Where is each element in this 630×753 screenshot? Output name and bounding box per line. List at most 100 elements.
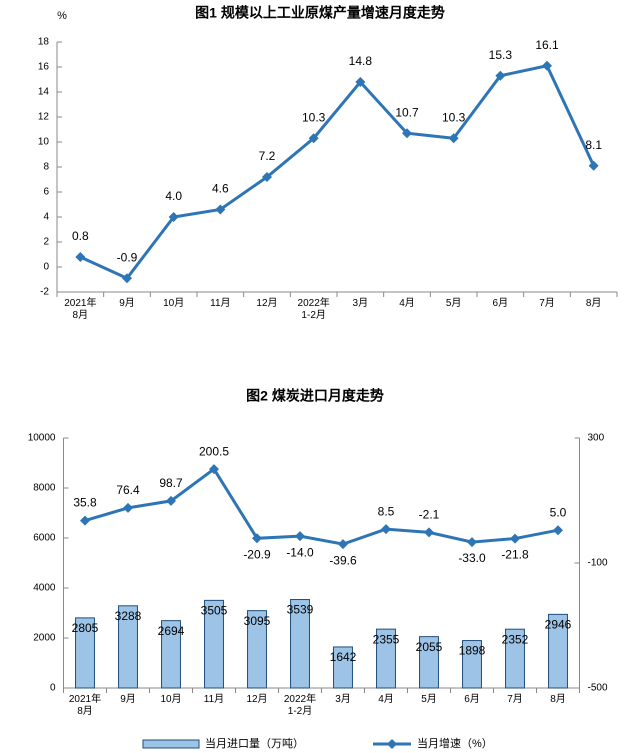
bar <box>333 646 353 689</box>
y-tick-label: 0 <box>43 262 49 273</box>
value-label: 10.3 <box>302 110 326 124</box>
value-label: 14.8 <box>349 54 373 68</box>
x-tick-label: 7月 <box>507 694 523 705</box>
point <box>252 533 262 544</box>
y-tick-label: 2 <box>43 237 49 248</box>
chart-title: 图1 规模以上工业原煤产量增速月度走势 <box>195 5 445 21</box>
x-tick-label: 2021年 8月 <box>64 298 97 321</box>
x-tick-label: 2022年 1-2月 <box>297 298 330 321</box>
x-tick-label: 8月 <box>585 298 602 309</box>
bar <box>118 605 138 689</box>
x-tick-label: 12月 <box>246 694 268 705</box>
y-tick-label: -2 <box>40 287 49 298</box>
point <box>122 273 132 284</box>
value-label: 5.0 <box>550 505 567 519</box>
value-label: 2055 <box>416 640 443 654</box>
point <box>168 212 179 222</box>
bar <box>75 617 95 689</box>
value-label: -20.9 <box>243 547 271 561</box>
y-tick-label: 10 <box>38 137 50 148</box>
value-label: 1898 <box>459 644 486 658</box>
point <box>215 204 226 215</box>
y-tick-label: 0 <box>50 683 56 694</box>
point <box>123 502 133 513</box>
value-label: 4.0 <box>165 189 182 203</box>
y-tick-label: 10000 <box>28 433 56 444</box>
value-label: 8.5 <box>378 504 395 518</box>
point <box>495 70 506 81</box>
value-label: 3095 <box>244 614 271 628</box>
x-tick-label: 7月 <box>539 298 555 309</box>
value-label: -21.8 <box>501 548 529 562</box>
value-label: 2355 <box>373 632 400 646</box>
x-tick-label: 10月 <box>163 298 185 309</box>
y-tick-label: 300 <box>588 433 605 444</box>
x-tick-label: 5月 <box>421 694 437 705</box>
legend-swatch <box>142 739 200 749</box>
x-tick-label: 11月 <box>210 298 231 309</box>
y-tick-label: 6 <box>43 187 49 198</box>
unit-label: % <box>57 10 67 22</box>
value-label: -39.6 <box>329 553 357 567</box>
y-tick-label: 8 <box>43 162 49 173</box>
x-tick-label: 10月 <box>160 694 182 705</box>
value-label: 4.6 <box>212 182 229 196</box>
point <box>75 252 86 262</box>
point <box>262 172 272 182</box>
x-tick-label: 3月 <box>352 298 369 309</box>
y-tick-label: 16 <box>38 62 50 73</box>
value-label: 35.8 <box>73 496 97 510</box>
y-tick-label: 12 <box>38 112 50 123</box>
x-tick-label: 5月 <box>445 298 462 309</box>
y-tick-label: 2000 <box>33 633 56 644</box>
point <box>295 531 305 542</box>
x-tick-label: 6月 <box>464 694 480 705</box>
value-label: 2352 <box>502 632 529 646</box>
value-label: 3288 <box>115 609 142 623</box>
point <box>588 160 599 171</box>
value-label: 2946 <box>545 618 572 632</box>
value-label: 0.8 <box>72 229 89 243</box>
y-tick-label: 4 <box>43 212 49 223</box>
y-tick-label: -500 <box>588 683 608 694</box>
bar <box>419 636 439 689</box>
y-tick-label: -100 <box>588 558 608 569</box>
point <box>553 525 563 536</box>
x-tick-label: 9月 <box>120 694 136 705</box>
bar <box>505 628 525 689</box>
line <box>84 466 559 546</box>
value-label: 98.7 <box>159 476 183 490</box>
x-tick-label: 3月 <box>335 694 351 705</box>
line <box>79 64 596 281</box>
bar <box>204 599 224 689</box>
point <box>166 495 176 506</box>
y-tick-label: 4000 <box>33 583 56 594</box>
point <box>355 77 366 87</box>
value-label: 10.3 <box>442 110 466 124</box>
x-tick-label: 6月 <box>492 298 509 309</box>
bar <box>290 599 310 689</box>
value-label: 16.1 <box>535 38 559 52</box>
value-label: 3505 <box>201 604 228 618</box>
point <box>209 464 219 475</box>
y-tick-label: 8000 <box>33 483 56 494</box>
value-label: 3539 <box>287 603 314 617</box>
x-tick-label: 9月 <box>119 298 135 309</box>
value-label: -2.1 <box>419 508 440 522</box>
value-label: 10.7 <box>395 105 419 119</box>
value-label: 8.1 <box>585 138 602 152</box>
point <box>424 527 434 538</box>
y-tick-label: 6000 <box>33 533 56 544</box>
x-tick-label: 2022年 1-2月 <box>283 694 317 717</box>
x-tick-label: 11月 <box>203 694 225 705</box>
point <box>308 133 319 144</box>
x-tick-label: 2021年 8月 <box>68 694 102 717</box>
value-label: 2694 <box>158 624 185 638</box>
point <box>381 524 391 535</box>
point <box>510 533 520 544</box>
bar <box>247 610 267 689</box>
x-tick-label: 12月 <box>256 298 278 309</box>
value-label: 15.3 <box>489 48 513 62</box>
